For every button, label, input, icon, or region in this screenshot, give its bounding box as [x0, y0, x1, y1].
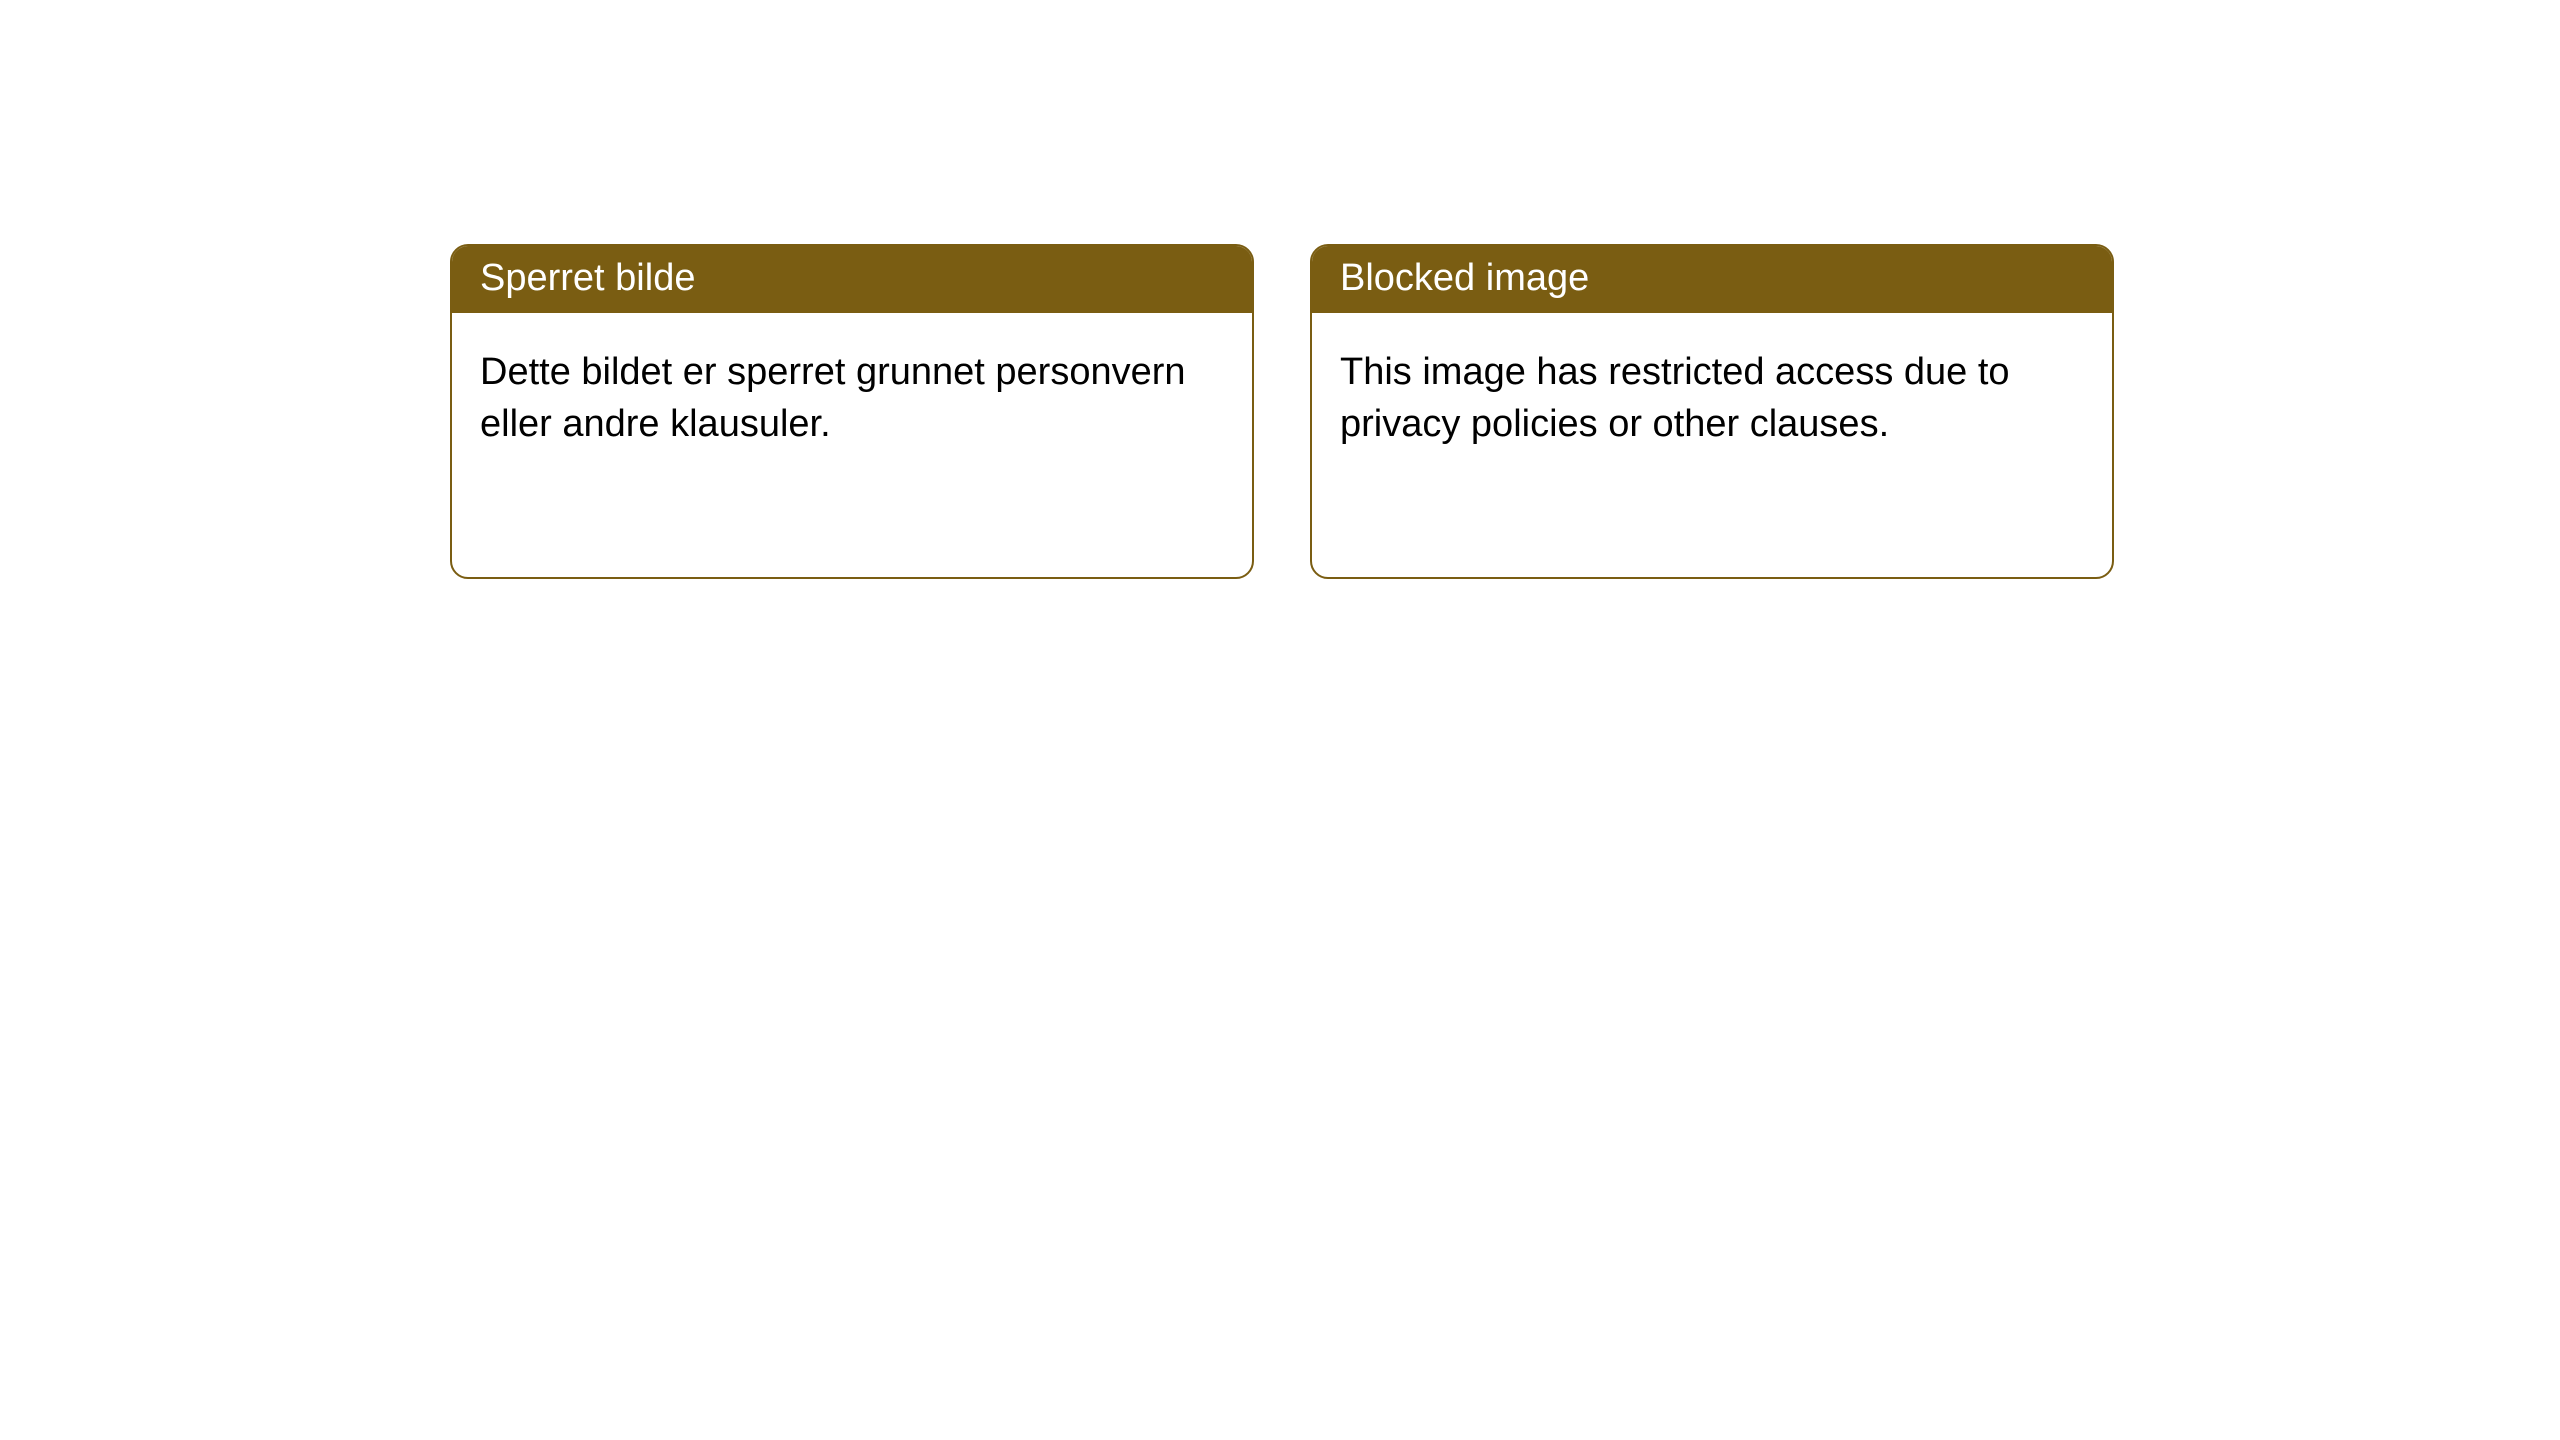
notice-body: Dette bildet er sperret grunnet personve… [452, 313, 1252, 484]
notice-header: Sperret bilde [452, 246, 1252, 313]
notice-container: Sperret bilde Dette bildet er sperret gr… [0, 0, 2560, 579]
notice-header: Blocked image [1312, 246, 2112, 313]
notice-box-english: Blocked image This image has restricted … [1310, 244, 2114, 579]
notice-body: This image has restricted access due to … [1312, 313, 2112, 484]
notice-box-norwegian: Sperret bilde Dette bildet er sperret gr… [450, 244, 1254, 579]
